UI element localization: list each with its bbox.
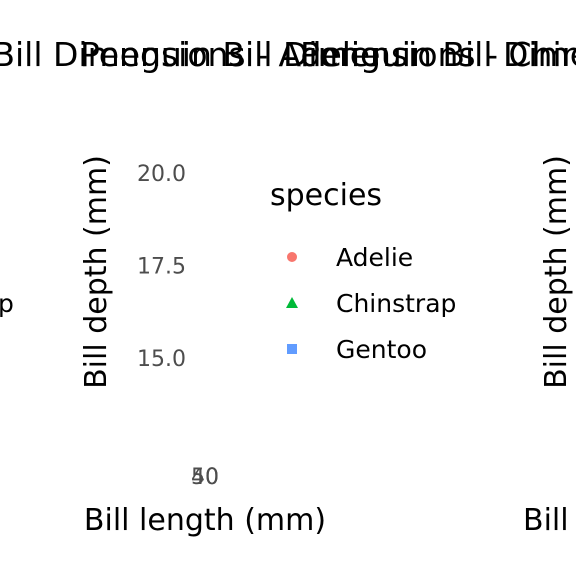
legend-label-chinstrap: Chinstrap — [336, 289, 456, 318]
legend-key-chinstrap — [286, 297, 298, 308]
x-tick-label: 40 — [191, 465, 219, 490]
legend-key-adelie — [287, 252, 297, 262]
right-panel-y-axis-title: Bill depth (mm) — [539, 155, 574, 389]
clipped-legend-label: p — [0, 289, 14, 318]
y-axis-ticks: 15.0 17.5 20.0 — [137, 162, 186, 372]
legend: species Adelie Chinstrap Gentoo — [270, 178, 456, 364]
x-tick-label: 50 — [191, 465, 219, 490]
chart-titles: Penguin Bill Dimensions - AdeliePenguin … — [0, 35, 576, 74]
legend-key-gentoo — [287, 344, 297, 354]
legend-label-adelie: Adelie — [336, 243, 413, 272]
y-tick-label: 15.0 — [137, 347, 186, 372]
chart-title: Penguin Bill Dimensions - Chinstrap — [80, 35, 576, 74]
y-axis-title: Bill depth (mm) — [79, 155, 114, 389]
legend-label-gentoo: Gentoo — [336, 335, 427, 364]
x-axis-title: Bill length (mm) — [84, 503, 326, 538]
legend-title: species — [270, 178, 382, 213]
y-tick-label: 20.0 — [137, 162, 186, 187]
chart-title: Penguin Bill Dimensions - Adelie — [0, 35, 380, 74]
right-panel-x-axis-title: Bill — [523, 503, 569, 538]
y-tick-label: 17.5 — [137, 255, 186, 280]
chart-title: Penguin Bill Dimensions - Gentoo — [300, 35, 576, 74]
